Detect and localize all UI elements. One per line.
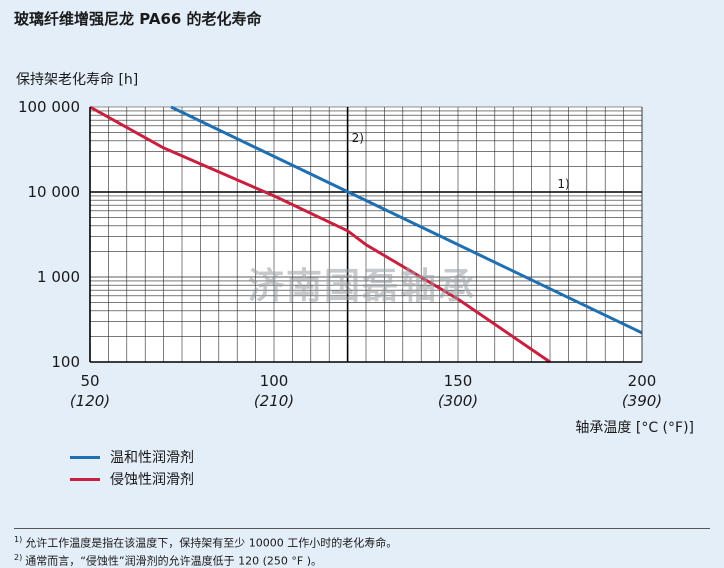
y-tick-label: 100 — [51, 353, 80, 371]
footnotes: 1) 允许工作温度是指在该温度下，保持架有至少 10000 工作小时的老化寿命。 … — [14, 528, 710, 568]
x-tick-sublabel: (120) — [70, 392, 110, 410]
legend: 温和性润滑剂 侵蚀性润滑剂 — [70, 446, 194, 490]
page-title: 玻璃纤维增强尼龙 PA66 的老化寿命 — [14, 10, 262, 28]
footnote: 2) 通常而言，“侵蚀性”润滑剂的允许温度低于 120 (250 °F )。 — [14, 551, 710, 568]
footnote-text: 允许工作温度是指在该温度下，保持架有至少 10000 工作小时的老化寿命。 — [25, 536, 398, 550]
annotation-label: 1) — [557, 177, 569, 191]
x-axis-label: 轴承温度 [°C (°F)] — [575, 420, 694, 436]
legend-label: 侵蚀性润滑剂 — [110, 472, 194, 488]
legend-item-mild: 温和性润滑剂 — [70, 446, 194, 468]
series-line-2 — [89, 105, 551, 364]
x-tick-sublabel: (210) — [254, 392, 294, 410]
y-tick-label: 100 000 — [18, 98, 80, 116]
grid — [89, 106, 643, 363]
y-axis-label: 保持架老化寿命 [h] — [16, 71, 138, 88]
x-tick-label: 100 — [260, 372, 289, 390]
x-tick-label: 200 — [628, 372, 657, 390]
legend-label: 温和性润滑剂 — [110, 450, 194, 466]
series-line-1 — [170, 105, 643, 335]
x-tick-label: 50 — [80, 372, 99, 390]
series-lines — [89, 105, 643, 364]
x-tick-sublabel: (390) — [622, 392, 662, 410]
annotation-label: 2) — [352, 131, 364, 145]
x-tick-sublabel: (300) — [438, 392, 478, 410]
reference-lines: 2) 1) — [90, 107, 642, 362]
footnote-mark: 1) — [14, 535, 23, 544]
legend-item-aggressive: 侵蚀性润滑剂 — [70, 468, 194, 490]
footnote-text: 通常而言，“侵蚀性”润滑剂的允许温度低于 120 (250 °F )。 — [25, 554, 323, 568]
y-tick-label: 1 000 — [37, 268, 80, 286]
watermark: 济南国磊轴承 — [248, 266, 476, 307]
legend-swatch — [70, 455, 100, 459]
legend-swatch — [70, 477, 100, 481]
axes — [89, 107, 643, 363]
y-tick-label: 10 000 — [28, 183, 81, 201]
footnote: 1) 允许工作温度是指在该温度下，保持架有至少 10000 工作小时的老化寿命。 — [14, 533, 710, 551]
footnote-mark: 2) — [14, 552, 23, 562]
x-tick-label: 150 — [444, 372, 473, 390]
